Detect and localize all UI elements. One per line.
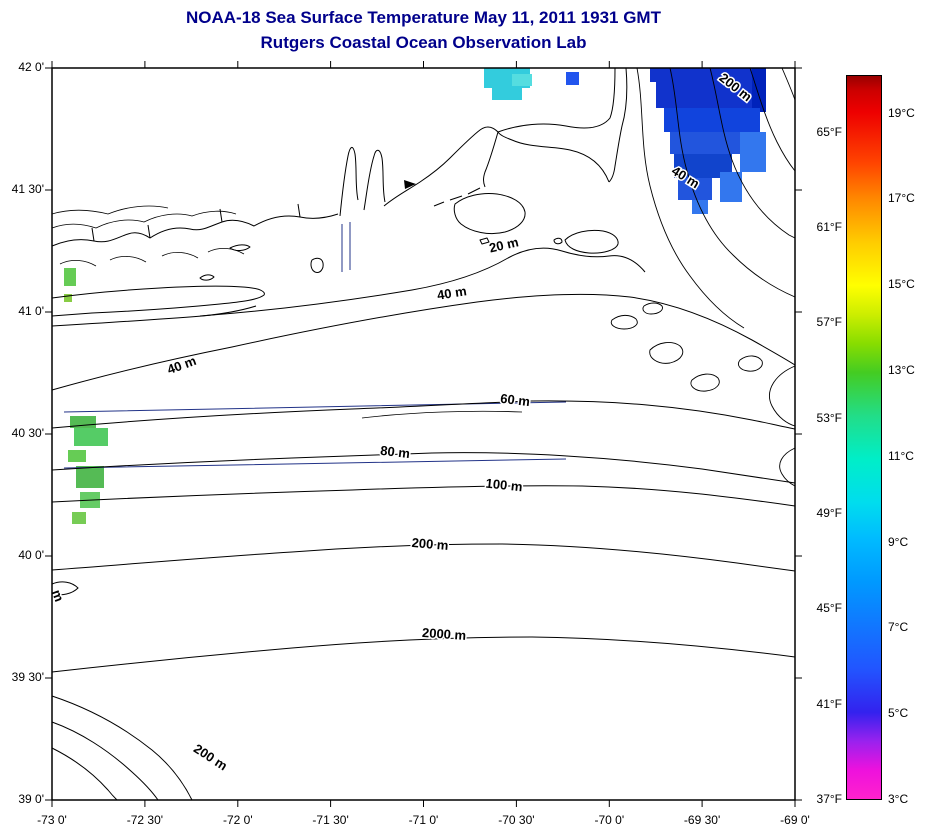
x-tick-label: -69 0' — [780, 813, 810, 827]
x-tick-label: -70 30' — [498, 813, 535, 827]
sst-patches — [64, 68, 766, 524]
colorbar-celsius-label: 9°C — [888, 535, 909, 549]
contour-label: 60 m — [500, 391, 531, 410]
axis-ticks — [45, 61, 802, 807]
map-canvas: 20 m 40 m 40 m 60 m 80 m 100 m 200 m 200… — [45, 61, 802, 807]
colorbar-fahrenheit-label: 61°F — [816, 220, 842, 234]
colorbar-fahrenheit-label: 65°F — [816, 125, 842, 139]
page-subtitle: Rutgers Coastal Ocean Observation Lab — [260, 33, 587, 52]
x-tick-label: -72 30' — [126, 813, 164, 827]
colorbar-celsius-label: 19°C — [888, 106, 915, 120]
arrow-marker — [404, 180, 416, 189]
colorbar-fahrenheit-label: 41°F — [816, 697, 842, 711]
contour-label: 200 m — [191, 741, 230, 774]
transect-lines — [63, 222, 567, 469]
y-tick-label: 39 30' — [11, 670, 44, 684]
colorbar-gradient — [846, 75, 882, 800]
y-tick-label: 41 0' — [18, 304, 44, 318]
contour-label: 200 m — [411, 535, 449, 553]
x-tick-label: -70 0' — [594, 813, 625, 827]
contour-label: 40 m — [165, 353, 198, 377]
y-tick-label: 40 0' — [18, 548, 44, 562]
colorbar-celsius-label: 15°C — [888, 277, 915, 291]
colorbar-fahrenheit-label: 57°F — [816, 315, 842, 329]
y-tick-label: 42 0' — [18, 60, 44, 74]
y-tick-label: 39 0' — [18, 792, 44, 806]
colorbar-celsius-label: 13°C — [888, 363, 915, 377]
y-tick-label: 40 30' — [11, 426, 44, 440]
colorbar-fahrenheit-label: 45°F — [816, 601, 842, 615]
colorbar-fahrenheit-label: 37°F — [816, 792, 842, 806]
page-title: NOAA-18 Sea Surface Temperature May 11, … — [186, 8, 661, 27]
y-tick-label: 41 30' — [11, 182, 44, 196]
x-tick-label: -72 0' — [222, 813, 253, 827]
x-tick-label: -73 0' — [37, 813, 67, 827]
contour-label: 20 m — [488, 234, 520, 255]
x-tick-label: -71 0' — [408, 813, 439, 827]
contour-label: 40 m — [436, 283, 468, 302]
colorbar-celsius-label: 7°C — [888, 620, 909, 634]
figure-title-block: NOAA-18 Sea Surface Temperature May 11, … — [52, 5, 795, 55]
coastline-contours — [51, 67, 628, 327]
x-tick-label: -69 30' — [683, 813, 721, 827]
contour-labels: 20 m 40 m 40 m 60 m 80 m 100 m 200 m 200… — [47, 68, 756, 775]
x-tick-label: -71 30' — [312, 813, 349, 827]
bathymetry-contours — [51, 247, 796, 801]
colorbar-fahrenheit-label: 53°F — [816, 411, 842, 425]
colorbar-celsius-label: 11°C — [888, 449, 914, 463]
colorbar-fahrenheit-label: 49°F — [816, 506, 842, 520]
contour-label: 2000 m — [422, 625, 467, 643]
contour-label: 80 m — [380, 443, 411, 462]
contour-label: 100 m — [485, 476, 523, 495]
shoal-contours — [610, 67, 796, 487]
colorbar-celsius-label: 3°C — [888, 792, 909, 806]
colorbar-celsius-label: 17°C — [888, 191, 915, 205]
colorbar-celsius-label: 5°C — [888, 706, 909, 720]
